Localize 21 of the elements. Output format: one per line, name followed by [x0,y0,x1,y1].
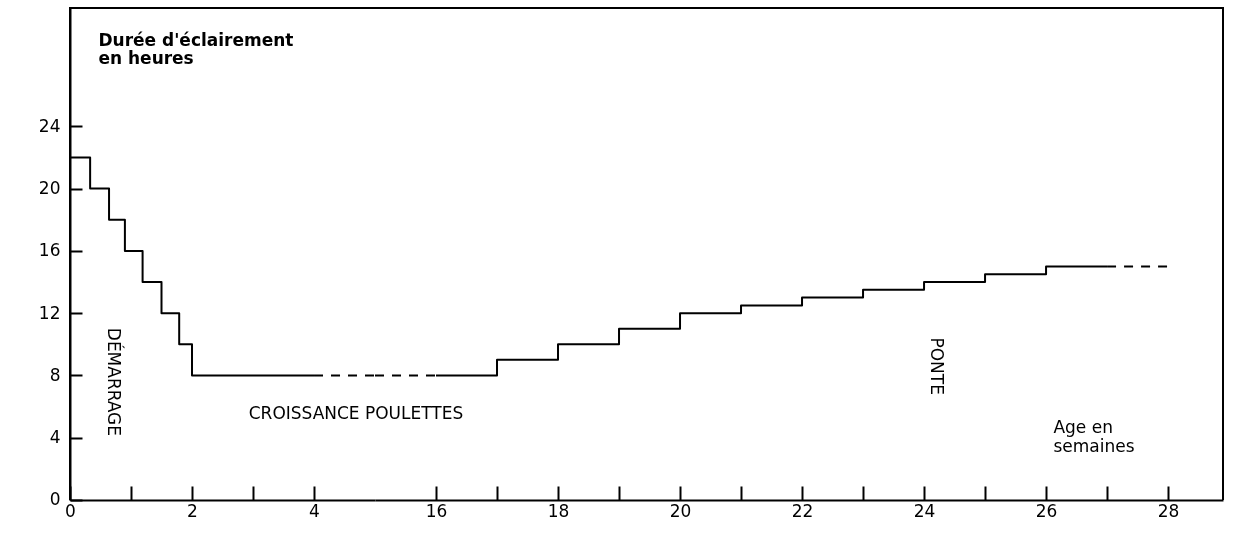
y-tick-label: 24 [38,115,61,136]
x-tick-label: 2 [187,501,198,522]
x-tick-label: 16 [425,501,448,522]
y-tick-label: 8 [49,364,61,385]
x-tick-label: 28 [1157,501,1180,522]
x-tick-label: 20 [669,501,692,522]
x-tick-label: 0 [65,501,76,522]
y-tick-label: 4 [49,427,61,448]
annotation: CROISSANCE POULETTES [248,403,464,424]
y-axis-title: Durée d'éclairement en heures [98,29,294,69]
x-tick-label: 24 [913,501,936,522]
x-tick-label: 26 [1035,501,1058,522]
x-axis-title: Age en semaines [1053,417,1135,457]
x-tick-label: 4 [309,501,320,522]
x-tick-label: 18 [547,501,570,522]
y-tick-label: 20 [38,178,61,199]
x-tick-label: 22 [791,501,814,522]
y-tick-label: 12 [38,302,61,323]
annotation: DÉMARRAGE [104,327,126,437]
y-tick-label: 16 [38,240,61,261]
annotation: PONTE [927,337,948,395]
